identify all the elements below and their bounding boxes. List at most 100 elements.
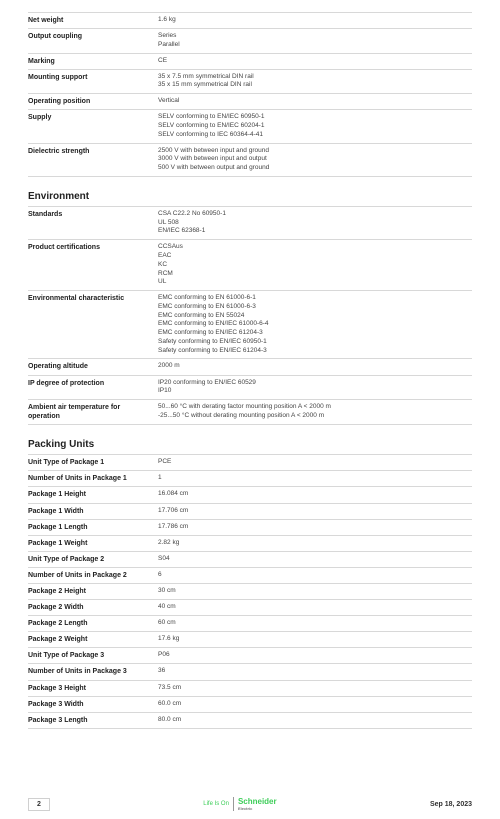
spec-row: StandardsCSA C22.2 No 60950-1UL 508EN/IE… [28,206,472,240]
spec-value-line: 73.5 cm [158,684,472,693]
spec-row: Package 1 Weight2.82 kg [28,536,472,552]
spec-value-line: IP20 conforming to EN/IEC 60529 [158,379,472,388]
spec-value: 36 [158,667,472,676]
spec-value-line: SELV conforming to EN/IEC 60950-1 [158,113,472,122]
spec-value-line: 36 [158,667,472,676]
spec-value-line: 50...60 °C with derating factor mounting… [158,403,472,412]
spec-value: Vertical [158,97,472,106]
spec-value-line: Safety conforming to EN/IEC 60950-1 [158,338,472,347]
spec-value-line: UL [158,278,472,287]
spec-value-line: KC [158,261,472,270]
spec-label: Supply [28,113,158,122]
spec-label: Package 1 Weight [28,539,158,548]
spec-value-line: EN/IEC 62368-1 [158,227,472,236]
spec-row: Output couplingSeriesParallel [28,29,472,54]
spec-row: Package 3 Width60.0 cm [28,697,472,713]
spec-label: Package 2 Height [28,587,158,596]
spec-value-line: EAC [158,252,472,261]
spec-row: Unit Type of Package 2S04 [28,552,472,568]
spec-row: Package 3 Height73.5 cm [28,681,472,697]
spec-label: Package 3 Height [28,684,158,693]
spec-value-line: EMC conforming to EN 61000-6-3 [158,303,472,312]
spec-value-line: Vertical [158,97,472,106]
spec-row: Operating positionVertical [28,94,472,110]
spec-row: MarkingCE [28,54,472,70]
spec-value-line: 2000 m [158,362,472,371]
spec-row: Package 2 Weight17.6 kg [28,632,472,648]
spec-value-line: Series [158,32,472,41]
brand-tagline: Life Is On [203,801,229,807]
spec-row: Number of Units in Package 11 [28,471,472,487]
spec-value-line: 80.0 cm [158,716,472,725]
spec-value: 35 x 7.5 mm symmetrical DIN rail35 x 15 … [158,73,472,91]
spec-value: 1 [158,474,472,483]
spec-value-line: 1.6 kg [158,16,472,25]
spec-value-line: Parallel [158,41,472,50]
spec-label: Package 1 Width [28,507,158,516]
spec-value-line: CCSAus [158,243,472,252]
spec-value: 17.6 kg [158,635,472,644]
spec-row: Environmental characteristicEMC conformi… [28,291,472,359]
spec-label: Package 3 Width [28,700,158,709]
spec-row: Package 1 Height16.084 cm [28,487,472,503]
spec-row: Ambient air temperature for operation50.… [28,400,472,425]
spec-label: Package 1 Length [28,523,158,532]
spec-value: 40 cm [158,603,472,612]
spec-value-line: CE [158,57,472,66]
environment-section: StandardsCSA C22.2 No 60950-1UL 508EN/IE… [28,206,472,425]
spec-value: 6 [158,571,472,580]
page-number: 2 [28,798,50,811]
spec-value-line: IP10 [158,387,472,396]
spec-label: Package 2 Width [28,603,158,612]
spec-value-line: S04 [158,555,472,564]
spec-row: Net weight1.6 kg [28,12,472,29]
spec-row: SupplySELV conforming to EN/IEC 60950-1S… [28,110,472,143]
spec-value: 30 cm [158,587,472,596]
spec-row: Dielectric strength2500 V with between i… [28,144,472,177]
spec-value-line: EMC conforming to EN 55024 [158,312,472,321]
spec-value: 60.0 cm [158,700,472,709]
spec-value-line: RCM [158,270,472,279]
spec-value: S04 [158,555,472,564]
spec-value-line: 60 cm [158,619,472,628]
spec-label: Output coupling [28,32,158,41]
spec-value: CE [158,57,472,66]
spec-value-line: 30 cm [158,587,472,596]
spec-value-line: 3000 V with between input and output [158,155,472,164]
spec-value-line: 16.084 cm [158,490,472,499]
spec-value: 2000 m [158,362,472,371]
spec-value-line: -25...50 °C without derating mounting po… [158,412,472,421]
spec-row: Number of Units in Package 336 [28,664,472,680]
spec-value-line: 17.706 cm [158,507,472,516]
spec-label: Operating position [28,97,158,106]
spec-value-line: 2500 V with between input and ground [158,147,472,156]
spec-value-line: 2.82 kg [158,539,472,548]
spec-value: 2.82 kg [158,539,472,548]
spec-value-line: 35 x 15 mm symmetrical DIN rail [158,81,472,90]
spec-value: 2500 V with between input and ground3000… [158,147,472,173]
spec-value: IP20 conforming to EN/IEC 60529IP10 [158,379,472,397]
spec-value-line: SELV conforming to EN/IEC 60204-1 [158,122,472,131]
spec-value-line: 6 [158,571,472,580]
spec-value: 73.5 cm [158,684,472,693]
spec-value: CSA C22.2 No 60950-1UL 508EN/IEC 62368-1 [158,210,472,236]
spec-value-line: 17.6 kg [158,635,472,644]
spec-value: 17.706 cm [158,507,472,516]
spec-row: Unit Type of Package 1PCE [28,454,472,471]
spec-value-line: 40 cm [158,603,472,612]
spec-label: Number of Units in Package 3 [28,667,158,676]
spec-label: Marking [28,57,158,66]
spec-label: Dielectric strength [28,147,158,156]
spec-value-line: 500 V with between output and ground [158,164,472,173]
spec-value-line: P06 [158,651,472,660]
spec-label: Package 1 Height [28,490,158,499]
spec-value-line: EMC conforming to EN 61000-6-1 [158,294,472,303]
spec-value-line: CSA C22.2 No 60950-1 [158,210,472,219]
spec-value-line: UL 508 [158,219,472,228]
footer-date: Sep 18, 2023 [430,801,472,808]
spec-row: Number of Units in Package 26 [28,568,472,584]
spec-row: Package 1 Length17.786 cm [28,520,472,536]
spec-value: PCE [158,458,472,467]
spec-label: Standards [28,210,158,219]
spec-label: Number of Units in Package 2 [28,571,158,580]
